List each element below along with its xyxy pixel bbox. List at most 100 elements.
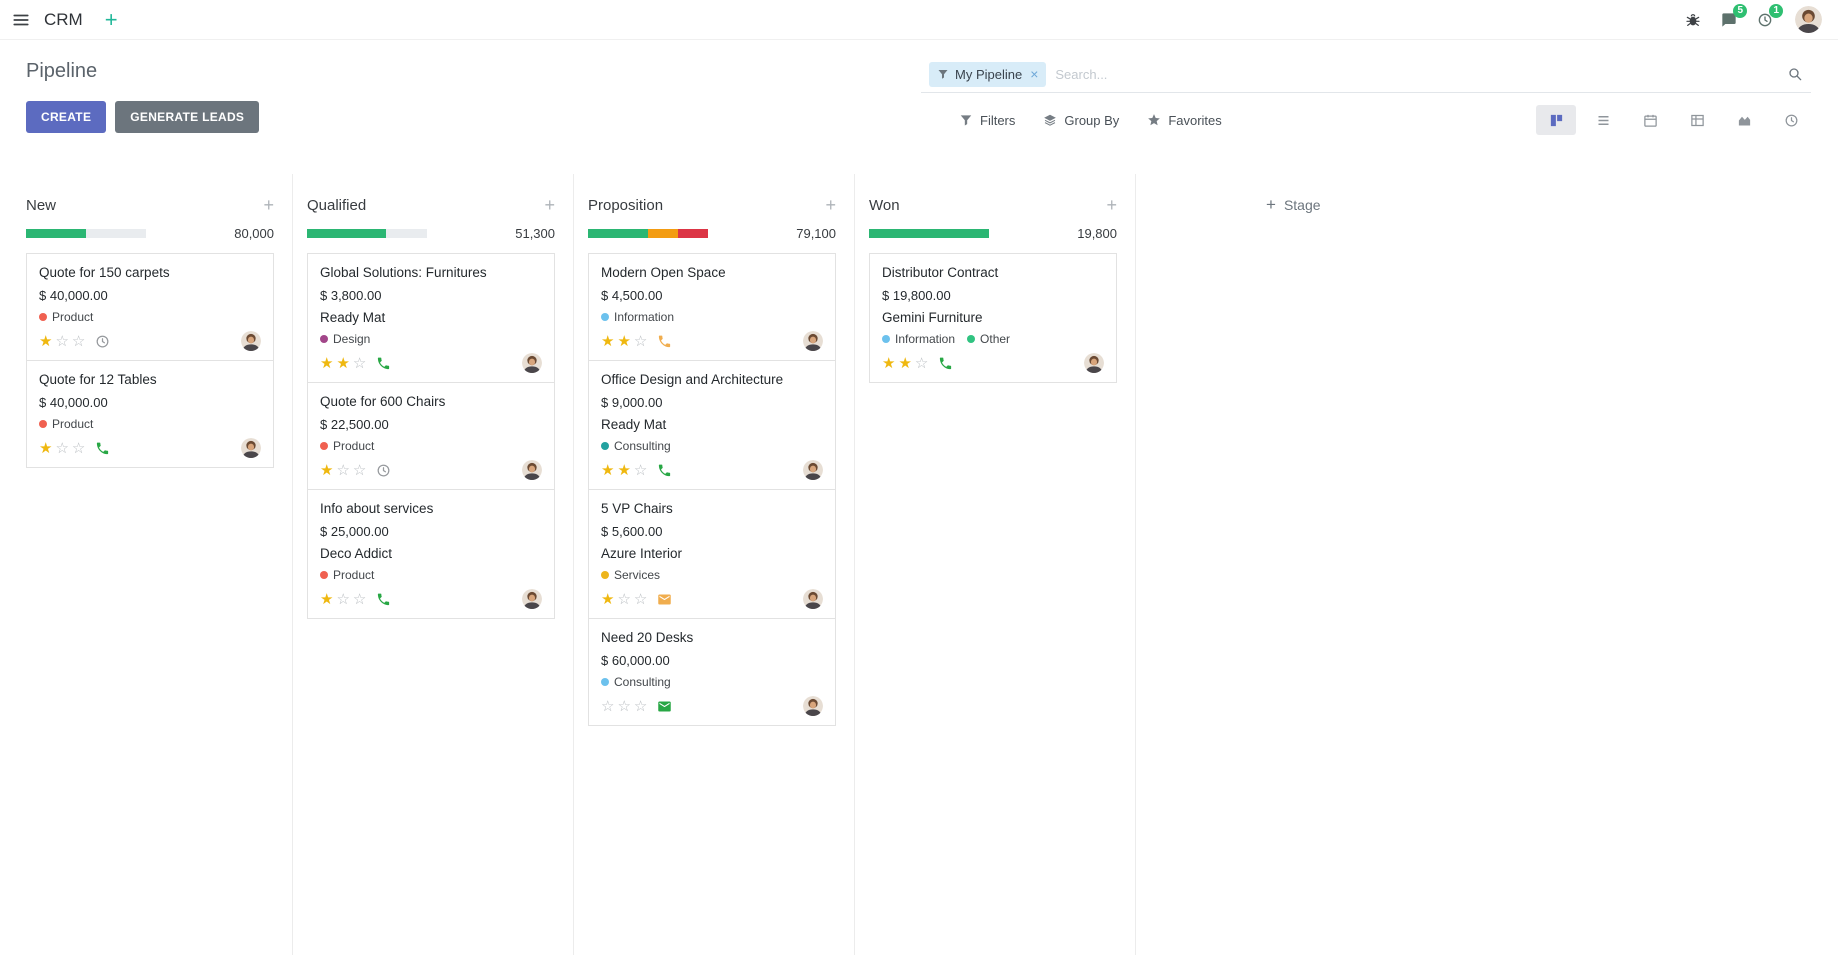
add-record-button[interactable]: + [825, 195, 836, 215]
phone-activity-icon[interactable] [938, 356, 953, 371]
tag-dot [601, 442, 609, 450]
card-list: Distributor Contract $ 19,800.00 Gemini … [869, 253, 1117, 383]
priority-stars[interactable] [320, 592, 366, 607]
kanban-card[interactable]: Office Design and Architecture $ 9,000.0… [588, 360, 836, 490]
card-tags: Product [320, 439, 542, 453]
debug-button[interactable] [1685, 12, 1701, 28]
tag-label: Product [333, 568, 375, 582]
favorites-menu-button[interactable]: Favorites [1147, 113, 1222, 128]
envelope-activity-icon[interactable] [657, 699, 672, 714]
create-button[interactable]: CREATE [26, 101, 107, 133]
page-title: Pipeline [26, 60, 98, 82]
card-amount: $ 60,000.00 [601, 653, 670, 668]
progress-segment [307, 229, 387, 238]
kanban-column-new: New + 80,000 Quote for 150 carpets $ 40,… [12, 174, 293, 955]
column-progress-row: 79,100 [588, 226, 836, 241]
tag-label: Services [614, 568, 661, 582]
phone-activity-icon[interactable] [376, 592, 391, 607]
add-record-button[interactable]: + [263, 195, 274, 215]
column-progressbar[interactable] [26, 229, 146, 238]
column-progress-row: 80,000 [26, 226, 274, 241]
column-progressbar[interactable] [307, 229, 427, 238]
priority-stars[interactable] [601, 699, 647, 714]
card-title: Quote for 12 Tables [39, 372, 157, 387]
filters-menu-button[interactable]: Filters [959, 113, 1015, 128]
card-amount: $ 9,000.00 [601, 395, 663, 410]
priority-stars[interactable] [39, 441, 85, 456]
kanban-card[interactable]: Quote for 12 Tables $ 40,000.00 Product [26, 360, 274, 468]
column-progressbar[interactable] [869, 229, 989, 238]
kanban-view-button[interactable] [1536, 105, 1576, 135]
pivot-view-button[interactable] [1677, 105, 1717, 135]
search-options: Filters Group By Favorites [959, 113, 1222, 128]
kanban-card[interactable]: Global Solutions: Furnitures $ 3,800.00 … [307, 253, 555, 383]
kanban-card[interactable]: Quote for 150 carpets $ 40,000.00 Produc… [26, 253, 274, 361]
group-by-menu-button[interactable]: Group By [1043, 113, 1119, 128]
phone-activity-icon[interactable] [95, 441, 110, 456]
priority-stars[interactable] [882, 356, 928, 371]
clock-activity-icon[interactable] [376, 463, 391, 478]
top-navbar: CRM + 5 1 [0, 0, 1838, 40]
facet-remove-button[interactable]: × [1030, 66, 1039, 82]
graph-view-button[interactable] [1724, 105, 1764, 135]
card-tags: Consulting [601, 675, 823, 689]
column-progressbar[interactable] [588, 229, 708, 238]
add-stage-area: + Stage [1266, 174, 1321, 955]
tag: Consulting [601, 675, 671, 689]
list-icon [1596, 113, 1611, 128]
card-amount: $ 25,000.00 [320, 524, 389, 539]
search-button[interactable] [1787, 66, 1803, 82]
envelope-activity-icon[interactable] [657, 592, 672, 607]
card-amount: $ 4,500.00 [601, 288, 663, 303]
tag-dot [39, 420, 47, 428]
card-title: Modern Open Space [601, 265, 726, 280]
kanban-card[interactable]: Modern Open Space $ 4,500.00 Information [588, 253, 836, 361]
card-title: Quote for 600 Chairs [320, 394, 446, 409]
add-record-button[interactable]: + [544, 195, 555, 215]
add-stage-label: Stage [1283, 196, 1321, 213]
card-amount: $ 5,600.00 [601, 524, 663, 539]
search-input[interactable] [1055, 66, 1778, 82]
clock-activity-icon[interactable] [95, 334, 110, 349]
quick-add-button[interactable]: + [104, 6, 118, 32]
kanban-card[interactable]: 5 VP Chairs $ 5,600.00 Azure Interior Se… [588, 489, 836, 619]
priority-stars[interactable] [39, 334, 85, 349]
priority-stars[interactable] [320, 356, 366, 371]
tag: Services [601, 568, 660, 582]
list-view-button[interactable] [1583, 105, 1623, 135]
activities-button[interactable]: 1 [1757, 3, 1783, 28]
filters-label: Filters [980, 112, 1016, 128]
activity-view-button[interactable] [1771, 105, 1811, 135]
phone-activity-icon[interactable] [657, 334, 672, 349]
generate-leads-button[interactable]: GENERATE LEADS [115, 101, 260, 133]
add-record-button[interactable]: + [1106, 195, 1117, 215]
priority-stars[interactable] [601, 463, 647, 478]
user-menu-button[interactable] [1795, 6, 1822, 33]
apps-menu-button[interactable] [12, 11, 30, 29]
priority-stars[interactable] [601, 592, 647, 607]
add-stage-button[interactable]: + Stage [1266, 196, 1321, 213]
tag-dot [601, 571, 609, 579]
calendar-view-button[interactable] [1630, 105, 1670, 135]
kanban-column-proposition: Proposition + 79,100 Modern Open Space $… [574, 174, 855, 955]
kanban-card[interactable]: Need 20 Desks $ 60,000.00 Consulting [588, 618, 836, 726]
card-footer [39, 438, 261, 458]
card-footer [601, 460, 823, 480]
phone-activity-icon[interactable] [376, 356, 391, 371]
messages-button[interactable]: 5 [1721, 3, 1747, 28]
avatar [803, 331, 823, 351]
kanban-card[interactable]: Distributor Contract $ 19,800.00 Gemini … [869, 253, 1117, 383]
card-company: Ready Mat [320, 310, 386, 325]
phone-activity-icon[interactable] [657, 463, 672, 478]
column-title: Qualified [307, 196, 367, 214]
kanban-card[interactable]: Info about services $ 25,000.00 Deco Add… [307, 489, 555, 619]
priority-stars[interactable] [320, 463, 366, 478]
tag-dot [39, 313, 47, 321]
card-company: Deco Addict [320, 546, 393, 561]
priority-stars[interactable] [601, 334, 647, 349]
progress-segment [648, 229, 678, 238]
app-name[interactable]: CRM [44, 9, 83, 29]
control-panel-left: Pipeline CREATE GENERATE LEADS [26, 52, 260, 174]
kanban-card[interactable]: Quote for 600 Chairs $ 22,500.00 Product [307, 382, 555, 490]
